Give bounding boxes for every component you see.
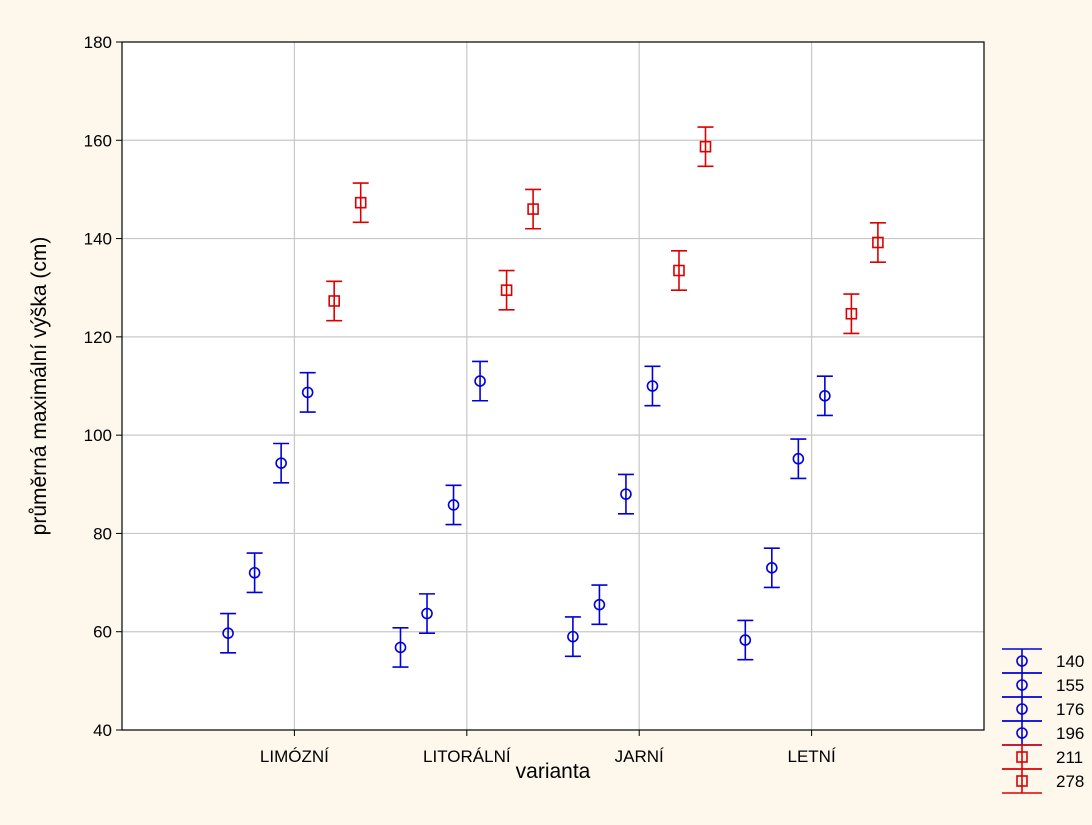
data-point [620,488,632,500]
legend-item-155: 155 [1002,672,1084,698]
plot-frame [121,41,985,731]
data-point [593,598,606,611]
legend-marker [1016,703,1028,715]
legend-label: 211 [1056,748,1083,767]
legend-marker [1016,751,1028,763]
data-point [275,457,287,469]
legend-item-176: 176 [1002,696,1084,722]
x-tick-label: LETNÍ [788,747,836,766]
y-axis-ticks: 40 60 80 100 120 140 160 180 [84,33,122,740]
data-point [222,627,234,639]
x-tick-label: LIMÓZNÍ [260,747,329,766]
y-tick-label: 140 [84,230,112,249]
plot-area [122,42,984,730]
y-tick-label: 120 [84,328,112,347]
y-axis-title: průměrná maximální výška (cm) [28,237,51,536]
data-point [328,295,340,307]
x-axis-ticks: LIMÓZNÍ LITORÁLNÍ JARNÍ LETNÍ [260,730,836,766]
grid-lines [122,42,984,730]
y-tick-label: 60 [93,623,112,642]
series-140 [220,612,754,668]
legend-label: 155 [1056,676,1084,695]
legend-marker [1016,655,1028,667]
data-point [500,284,513,296]
data-point [792,452,805,465]
y-tick-label: 40 [93,721,112,740]
series-196 [299,360,833,417]
series-155 [246,547,780,634]
series-176 [273,438,807,526]
legend-marker [1016,679,1028,691]
legend: 140 155 176 196 211 278 [1002,648,1084,794]
data-point [394,641,407,654]
data-point [766,562,778,574]
y-tick-label: 160 [84,131,112,150]
data-point [527,203,539,215]
data-point [646,380,659,392]
data-point [739,634,752,646]
data-point [819,390,831,402]
y-tick-label: 80 [93,524,112,543]
data-marks [220,126,886,668]
data-point [673,264,685,277]
legend-item-140: 140 [1002,648,1084,674]
data-point [872,236,884,249]
y-tick-label: 100 [84,426,112,445]
data-point [474,375,486,387]
series-211 [326,250,860,335]
data-point [567,630,579,643]
legend-label: 140 [1056,652,1084,671]
x-tick-label: LITORÁLNÍ [423,747,511,766]
data-point [845,307,858,320]
series-278 [352,126,886,263]
data-point [248,566,261,579]
data-point [301,386,314,399]
data-point [699,140,712,153]
y-tick-label: 180 [84,33,112,52]
data-point [421,607,433,620]
legend-label: 278 [1056,772,1084,791]
x-axis-title: varianta [516,760,591,783]
legend-item-278: 278 [1002,768,1084,794]
legend-item-211: 211 [1002,744,1083,770]
legend-label: 196 [1056,724,1084,743]
legend-item-196: 196 [1002,720,1084,746]
legend-label: 176 [1056,700,1084,719]
x-tick-label: JARNÍ [615,747,664,766]
data-point [447,499,460,511]
legend-marker [1016,727,1028,739]
data-point [354,196,367,209]
legend-marker [1016,775,1028,787]
